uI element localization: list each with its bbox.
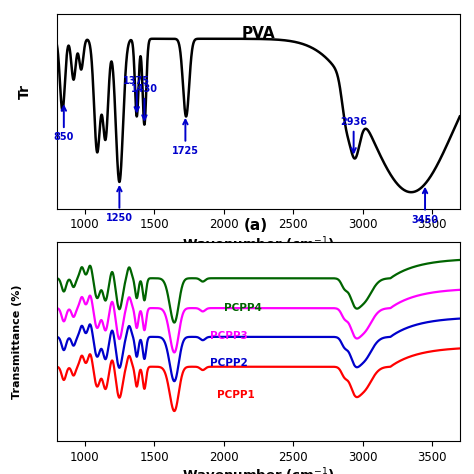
Text: PCPP4: PCPP4 — [224, 303, 262, 313]
Text: Tr: Tr — [18, 84, 32, 100]
Text: PVA: PVA — [242, 26, 275, 41]
Text: PCPP3: PCPP3 — [210, 331, 247, 341]
Text: 1725: 1725 — [172, 146, 199, 155]
Text: (a): (a) — [244, 218, 268, 233]
Text: 3450: 3450 — [411, 215, 438, 225]
Text: 2936: 2936 — [340, 117, 367, 127]
X-axis label: Wavenumber (cm$^{-1}$): Wavenumber (cm$^{-1}$) — [182, 466, 335, 474]
Text: 850: 850 — [54, 132, 74, 142]
Text: Transmittance (%): Transmittance (%) — [11, 284, 22, 399]
Text: PCPP1: PCPP1 — [217, 390, 255, 400]
Text: PCPP2: PCPP2 — [210, 357, 247, 368]
Text: 1375: 1375 — [123, 76, 150, 86]
Text: 1430: 1430 — [131, 84, 158, 94]
Text: 1250: 1250 — [106, 213, 133, 223]
X-axis label: Wavenumber (cm$^{-1}$): Wavenumber (cm$^{-1}$) — [182, 236, 335, 253]
